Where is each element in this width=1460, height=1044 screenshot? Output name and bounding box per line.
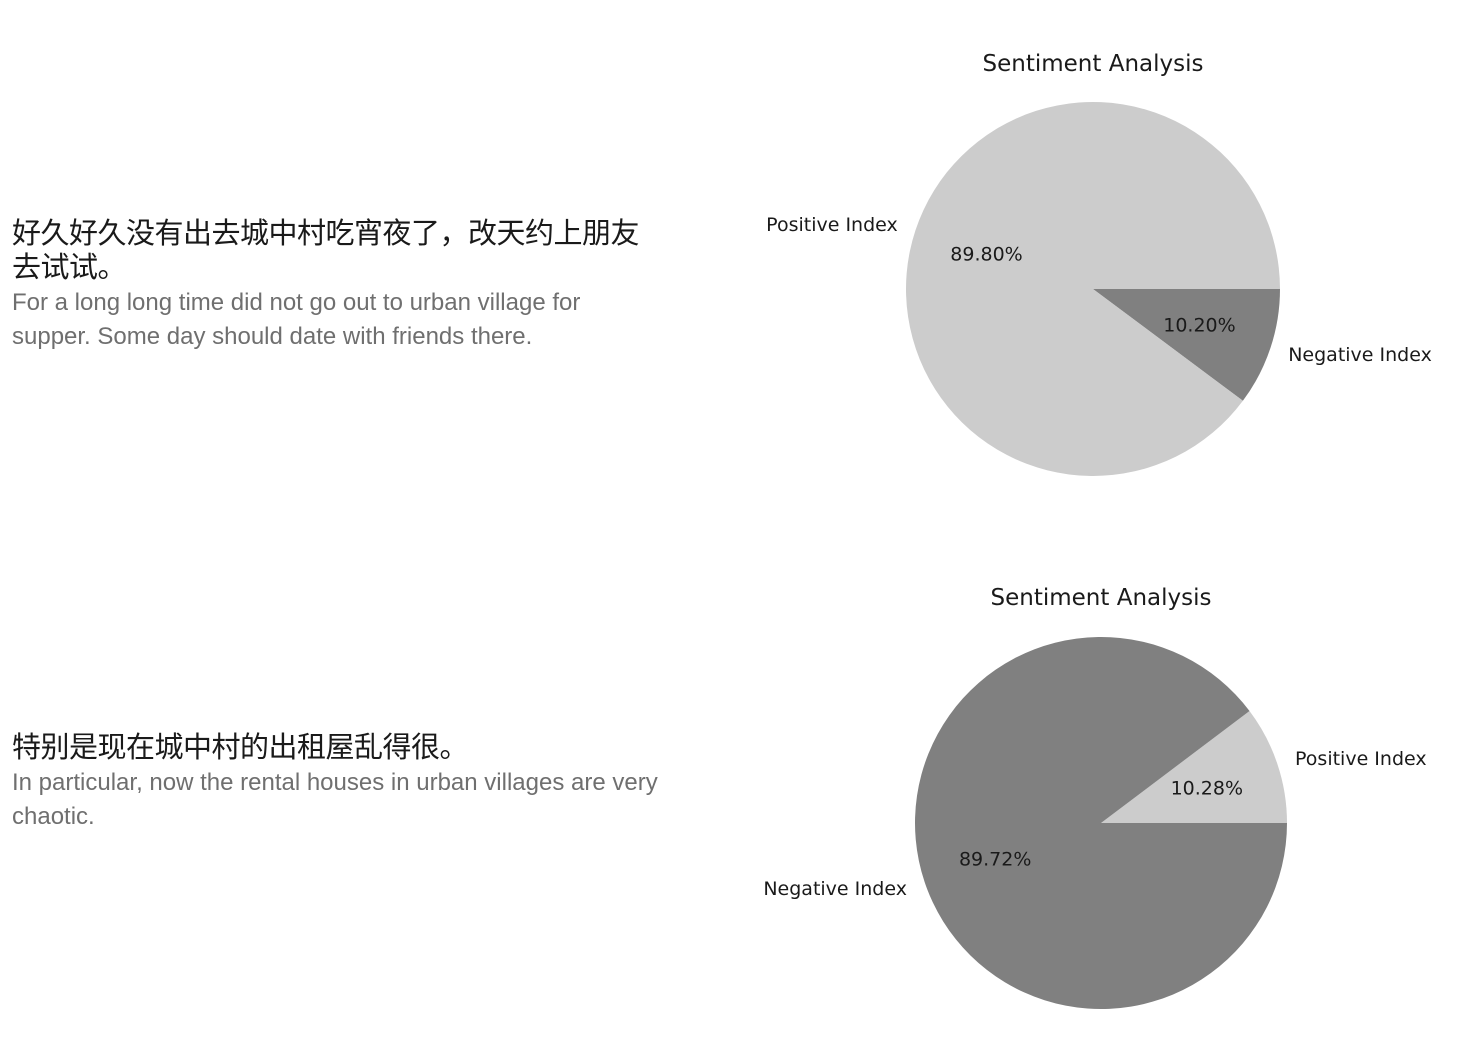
- chart-title: Sentiment Analysis: [991, 585, 1212, 611]
- pie-slice-negative-index: [914, 637, 1287, 1010]
- slice-category-label: Negative Index: [763, 878, 907, 900]
- slice-category-label: Positive Index: [766, 214, 898, 236]
- slice-category-label: Negative Index: [1288, 344, 1432, 366]
- chart-title: Sentiment Analysis: [983, 51, 1204, 77]
- english-translation: In particular, now the rental houses in …: [12, 769, 658, 830]
- slice-percent-label: 10.20%: [1163, 314, 1235, 336]
- slice-percent-label: 89.72%: [959, 848, 1031, 870]
- slice-percent-label: 10.28%: [1171, 778, 1243, 800]
- sentiment-pie-chart-1: Sentiment Analysis 10.20% Negative Index 89…: [766, 51, 1432, 476]
- slice-percent-label: 89.80%: [950, 244, 1022, 266]
- pie-slice-negative-index: [1093, 289, 1280, 401]
- slice-category-label: Positive Index: [1295, 748, 1427, 770]
- pie-slice-positive-index: [1101, 711, 1287, 823]
- sentence-block-2: 特别是现在城中村的出租屋乱得很。 In particular, now the …: [12, 730, 662, 834]
- chinese-sentence: 好久好久没有出去城中村吃宵夜了，改天约上朋友去试试。: [12, 216, 640, 284]
- sentence-block-1: 好久好久没有出去城中村吃宵夜了，改天约上朋友去试试。 For a long lo…: [12, 216, 662, 354]
- chinese-sentence: 特别是现在城中村的出租屋乱得很。: [12, 730, 469, 764]
- pie-slice-positive-index: [906, 102, 1280, 476]
- english-translation: For a long long time did not go out to u…: [12, 289, 581, 350]
